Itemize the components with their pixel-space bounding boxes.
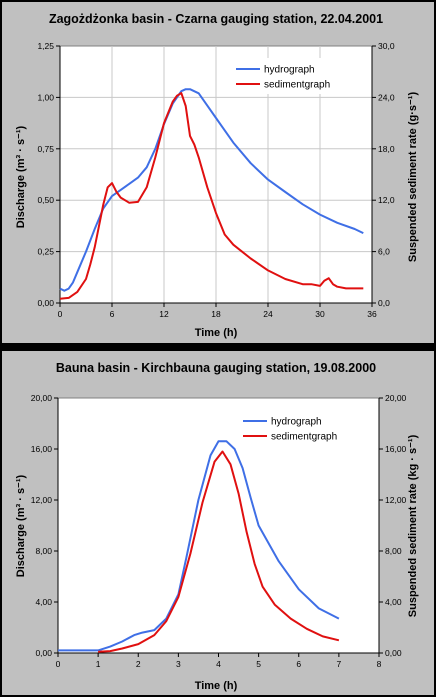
y-tick-label-left: 0,00: [37, 298, 54, 308]
legend-label-hydrograph: hydrograph: [271, 417, 322, 428]
y-tick-label-right: 18,0: [378, 144, 395, 154]
x-tick-label: 0: [58, 309, 63, 319]
x-axis-label: Time (h): [195, 327, 238, 339]
y-tick-label-left: 8,00: [35, 546, 52, 556]
y-tick-label-right: 20,00: [385, 393, 407, 403]
x-tick-label: 4: [216, 659, 221, 669]
x-tick-label: 36: [367, 309, 377, 319]
x-tick-label: 5: [256, 659, 261, 669]
y-tick-label-right: 6,0: [378, 247, 390, 257]
y-tick-label-left: 0,50: [37, 195, 54, 205]
y-tick-label-right: 12,00: [385, 495, 407, 505]
y-tick-label-right: 16,00: [385, 444, 407, 454]
y-tick-label-right: 0,00: [385, 648, 402, 658]
x-tick-label: 3: [176, 659, 181, 669]
x-axis-label: Time (h): [195, 680, 238, 692]
series-line-sedimentgraph: [59, 92, 364, 300]
series-line-sedimentgraph: [98, 450, 340, 653]
y-tick-label-right: 8,00: [385, 546, 402, 556]
y-tick-label-left: 20,00: [31, 393, 53, 403]
chart-title: Zagożdżonka basin - Czarna gauging stati…: [49, 12, 383, 26]
chart-panel-czarna: Zagożdżonka basin - Czarna gauging stati…: [2, 2, 434, 343]
x-tick-label: 7: [337, 659, 342, 669]
x-tick-label: 18: [211, 309, 221, 319]
chart-title: Bauna basin - Kirchbauna gauging station…: [56, 361, 376, 375]
y-tick-label-left: 0,25: [37, 247, 54, 257]
legend-label-sedimentgraph: sedimentgraph: [264, 80, 330, 91]
x-tick-label: 1: [96, 659, 101, 669]
x-tick-label: 6: [110, 309, 115, 319]
x-tick-label: 0: [56, 659, 61, 669]
y-tick-label-left: 0,00: [35, 648, 52, 658]
y-tick-label-left: 1,00: [37, 92, 54, 102]
y-axis-label-right: Suspended sediment rate (kg · s⁻¹): [407, 434, 419, 617]
x-tick-label: 12: [159, 309, 169, 319]
chart-kirchbauna: Bauna basin - Kirchbauna gauging station…: [15, 361, 419, 692]
legend-label-sedimentgraph: sedimentgraph: [271, 432, 337, 443]
y-tick-label-left: 4,00: [35, 597, 52, 607]
y-tick-label-right: 0,0: [378, 298, 390, 308]
legend: [239, 410, 369, 446]
x-tick-label: 8: [377, 659, 382, 669]
x-tick-label: 6: [296, 659, 301, 669]
y-axis-label-left: Discharge (m³ · s⁻¹): [15, 474, 27, 577]
y-tick-label-left: 0,75: [37, 144, 54, 154]
legend: [232, 58, 362, 94]
y-tick-label-right: 4,00: [385, 597, 402, 607]
chart-czarna: Zagożdżonka basin - Czarna gauging stati…: [15, 12, 419, 339]
y-tick-label-right: 30,0: [378, 41, 395, 51]
y-tick-label-left: 1,25: [37, 41, 54, 51]
y-tick-label-right: 24,0: [378, 92, 395, 102]
x-tick-label: 30: [315, 309, 325, 319]
y-tick-label-left: 16,00: [31, 444, 53, 454]
y-axis-label-left: Discharge (m³ · s⁻¹): [15, 125, 27, 228]
series-line-hydrograph: [58, 440, 340, 652]
y-axis-label-right: Suspended sediment rate (g·s⁻¹): [407, 92, 419, 263]
legend-label-hydrograph: hydrograph: [264, 65, 315, 76]
y-tick-label-left: 12,00: [31, 495, 53, 505]
y-tick-label-right: 12,0: [378, 195, 395, 205]
chart-panel-kirchbauna: Bauna basin - Kirchbauna gauging station…: [2, 351, 434, 695]
x-tick-label: 2: [136, 659, 141, 669]
x-tick-label: 24: [263, 309, 273, 319]
